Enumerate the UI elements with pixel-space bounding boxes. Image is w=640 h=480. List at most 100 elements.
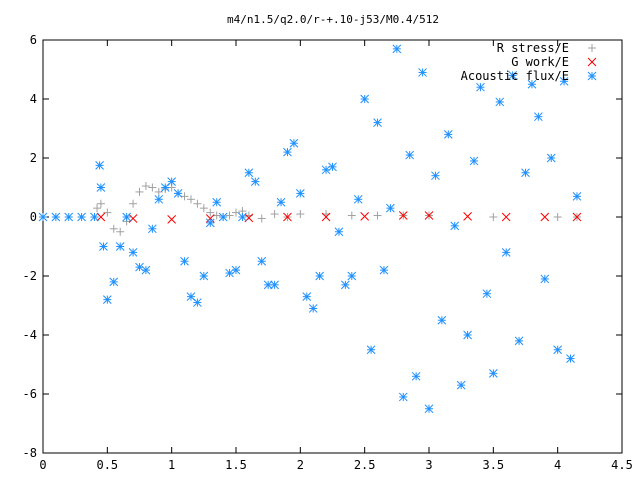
data-point <box>553 345 563 355</box>
data-point <box>476 82 485 92</box>
data-point <box>199 204 208 213</box>
data-point <box>456 380 466 390</box>
y-tick-label: 4 <box>30 92 37 106</box>
data-point <box>296 210 305 219</box>
data-point <box>289 138 299 148</box>
data-point <box>167 215 177 224</box>
data-point <box>514 336 524 346</box>
data-point <box>96 212 106 222</box>
legend-label: R stress/E <box>497 41 569 55</box>
data-point <box>250 177 260 186</box>
data-point <box>270 280 279 290</box>
data-point <box>424 404 434 414</box>
data-point <box>540 274 550 284</box>
data-point <box>572 191 582 201</box>
data-point <box>366 345 376 355</box>
data-point <box>405 150 415 160</box>
plot-border <box>42 39 623 454</box>
data-point <box>135 262 144 272</box>
data-point <box>51 212 61 222</box>
chart-title: m4/n1.5/q2.0/r-+.10-j53/M0.4/512 <box>227 13 439 26</box>
data-point <box>386 203 395 213</box>
y-tick-label: -4 <box>23 328 37 342</box>
x-tick-label: 4.5 <box>611 458 633 472</box>
data-point <box>443 130 453 139</box>
data-point <box>77 212 86 222</box>
data-point <box>206 208 215 217</box>
data-point <box>193 298 202 307</box>
data-point <box>212 211 221 220</box>
data-point <box>489 213 498 221</box>
data-point <box>527 79 537 89</box>
x-tick-label: 2 <box>297 458 304 472</box>
data-point <box>379 265 389 275</box>
data-point <box>424 211 434 220</box>
data-point <box>572 212 582 222</box>
y-tick-label: -8 <box>23 446 37 460</box>
data-point <box>276 197 286 207</box>
data-point <box>122 212 131 222</box>
legend-label: Acoustic flux/E <box>461 69 569 83</box>
data-point <box>488 368 498 378</box>
data-point <box>212 197 222 207</box>
data-point <box>308 304 318 313</box>
data-point <box>495 97 505 107</box>
data-point <box>392 44 402 54</box>
data-point <box>540 212 550 222</box>
plot-frame <box>42 39 623 454</box>
data-point <box>96 183 106 192</box>
y-tick-label: 2 <box>30 151 37 165</box>
data-point <box>559 76 569 86</box>
data-point <box>334 227 344 237</box>
data-point <box>238 212 247 222</box>
data-point <box>347 271 357 281</box>
data-point <box>501 248 511 257</box>
data-point <box>154 194 164 204</box>
data-point <box>360 212 370 221</box>
data-point <box>501 212 511 222</box>
data-point <box>148 183 157 192</box>
data-point <box>373 211 382 220</box>
data-point <box>96 199 105 208</box>
data-point <box>546 153 556 163</box>
data-point <box>141 265 151 275</box>
data-point <box>167 177 177 186</box>
legend-marker <box>588 44 596 52</box>
data-point <box>521 168 530 178</box>
data-point <box>418 68 427 77</box>
data-point <box>193 199 202 208</box>
data-point <box>99 242 108 251</box>
y-tick-label: 0 <box>30 210 37 224</box>
data-point <box>353 194 363 204</box>
x-tick-label: 1 <box>168 458 175 472</box>
data-point <box>103 208 112 217</box>
x-axis: 0 0.5 1 1.5 2 2.5 3 3.5 4 4.5 <box>39 40 633 472</box>
data-point <box>180 256 189 266</box>
data-point <box>141 182 150 191</box>
data-point <box>205 218 215 228</box>
data-point <box>128 248 138 257</box>
data-point <box>328 162 337 172</box>
series-1 <box>96 211 582 224</box>
data-point <box>360 94 370 104</box>
data-point <box>148 224 157 234</box>
data-point <box>257 256 267 266</box>
data-point <box>508 71 517 80</box>
data-point <box>218 212 228 222</box>
series-0 <box>93 182 581 236</box>
data-point <box>231 265 241 275</box>
data-point <box>225 211 234 220</box>
y-axis: -8 -6 -4 -2 0 2 4 6 <box>23 33 622 460</box>
data-point <box>398 211 408 220</box>
data-point <box>321 212 331 222</box>
x-tick-label: 4 <box>554 458 561 472</box>
data-point <box>129 199 138 208</box>
data-point <box>450 221 460 231</box>
x-tick-label: 0 <box>39 458 46 472</box>
data-point <box>115 242 125 251</box>
y-tick-label: -6 <box>23 387 37 401</box>
x-tick-label: 2.5 <box>354 458 376 472</box>
